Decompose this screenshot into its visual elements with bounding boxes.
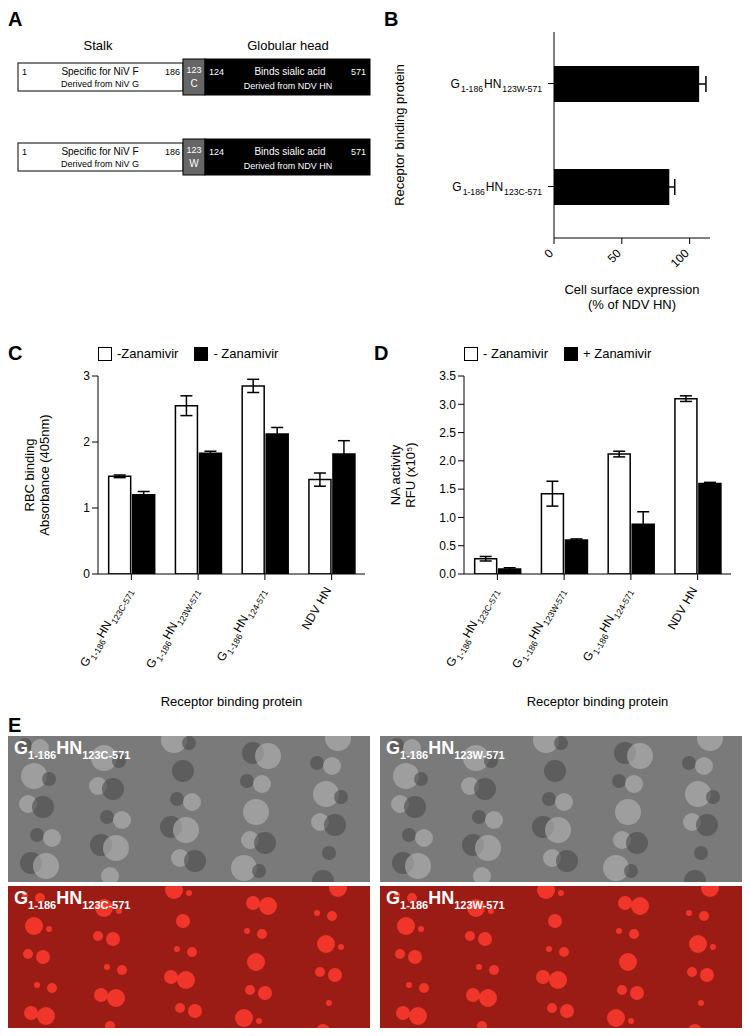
svg-text:1.0: 1.0 xyxy=(439,511,456,525)
svg-text:1: 1 xyxy=(83,501,90,515)
html-text:- Zanamivir: - Zanamivir xyxy=(213,346,279,361)
svg-text:G1-186HN123W-571: G1-186HN123W-571 xyxy=(509,584,570,672)
svg-text:Globular head: Globular head xyxy=(247,38,329,53)
svg-text:G1-186HN124-571: G1-186HN124-571 xyxy=(214,584,271,665)
svg-text:571: 571 xyxy=(351,147,366,157)
svg-text:50: 50 xyxy=(605,246,625,266)
html-text:Receptor binding protein: Receptor binding protein xyxy=(526,694,669,709)
svg-text:123: 123 xyxy=(186,145,201,155)
svg-text:3: 3 xyxy=(83,369,90,383)
html-text:C: C xyxy=(8,342,23,364)
svg-text:124: 124 xyxy=(209,147,224,157)
svg-text:NA activityRFU (x10⁵): NA activityRFU (x10⁵) xyxy=(388,442,418,507)
html-text:G1-186HN123W-571: G1-186HN123W-571 xyxy=(386,888,505,911)
svg-text:124: 124 xyxy=(209,67,224,77)
html-text:+ Zanamivir: + Zanamivir xyxy=(583,346,652,361)
svg-text:G1-186HN123C-571: G1-186HN123C-571 xyxy=(452,180,542,197)
svg-text:186: 186 xyxy=(165,67,180,77)
svg-text:0.5: 0.5 xyxy=(439,539,456,553)
svg-text:1: 1 xyxy=(22,147,27,157)
svg-text:Binds sialic acid: Binds sialic acid xyxy=(254,66,325,77)
svg-text:1: 1 xyxy=(22,67,27,77)
svg-text:G1-186HN123W-571: G1-186HN123W-571 xyxy=(451,77,543,94)
svg-text:G1-186HN123C-571: G1-186HN123C-571 xyxy=(77,584,137,670)
svg-text:2.5: 2.5 xyxy=(439,426,456,440)
html-text:Receptor binding protein: Receptor binding protein xyxy=(160,694,303,709)
svg-text:Specific for NiV F: Specific for NiV F xyxy=(61,66,138,77)
svg-text:Binds sialic acid: Binds sialic acid xyxy=(254,146,325,157)
svg-text:Derived from NDV HN: Derived from NDV HN xyxy=(244,161,333,171)
svg-text:571: 571 xyxy=(351,67,366,77)
html-text:A: A xyxy=(8,8,23,30)
svg-text:G1-186HN124-571: G1-186HN124-571 xyxy=(580,584,637,665)
html-text:Cell surface expression: Cell surface expression xyxy=(564,282,700,297)
svg-text:Derived from NiV G: Derived from NiV G xyxy=(61,159,139,169)
svg-text:123: 123 xyxy=(186,65,201,75)
svg-text:G1-186HN123W-571: G1-186HN123W-571 xyxy=(143,584,204,672)
svg-text:3.5: 3.5 xyxy=(439,369,456,383)
svg-text:0: 0 xyxy=(83,567,90,581)
svg-text:100: 100 xyxy=(668,246,692,270)
svg-text:Stalk: Stalk xyxy=(84,38,113,53)
svg-text:0: 0 xyxy=(541,246,556,261)
svg-text:C: C xyxy=(190,78,197,89)
html-text:G1-186HN123C-571: G1-186HN123C-571 xyxy=(14,888,131,911)
html-text:G1-186HN123W-571: G1-186HN123W-571 xyxy=(386,738,505,761)
svg-text:186: 186 xyxy=(165,147,180,157)
svg-text:NDVHN: NDVHN xyxy=(299,585,334,632)
svg-text:1.5: 1.5 xyxy=(439,482,456,496)
svg-text:Receptor binding protein: Receptor binding protein xyxy=(392,64,407,206)
svg-text:2.0: 2.0 xyxy=(439,454,456,468)
html-text:D: D xyxy=(374,342,389,364)
svg-text:RBC bindingAbsorbance (405nm): RBC bindingAbsorbance (405nm) xyxy=(22,414,52,535)
svg-text:Specific for NiV F: Specific for NiV F xyxy=(61,146,138,157)
svg-text:2: 2 xyxy=(83,435,90,449)
html-text:G1-186HN123C-571: G1-186HN123C-571 xyxy=(14,738,131,761)
svg-text:0.0: 0.0 xyxy=(439,567,456,581)
html-text:-Zanamivir: -Zanamivir xyxy=(117,346,179,361)
svg-text:NDVHN: NDVHN xyxy=(665,585,700,632)
svg-text:3.0: 3.0 xyxy=(439,398,456,412)
html-text:- Zanamivir: - Zanamivir xyxy=(483,346,548,361)
svg-text:G1-186HN123C-571: G1-186HN123C-571 xyxy=(443,584,503,670)
html-text:E: E xyxy=(8,714,22,736)
svg-text:W: W xyxy=(189,158,199,169)
html-text:(% of NDV HN): (% of NDV HN) xyxy=(587,297,677,312)
html-text:B: B xyxy=(384,8,399,30)
svg-text:Derived from NiV G: Derived from NiV G xyxy=(61,79,139,89)
svg-text:Derived from NDV HN: Derived from NDV HN xyxy=(244,81,333,91)
